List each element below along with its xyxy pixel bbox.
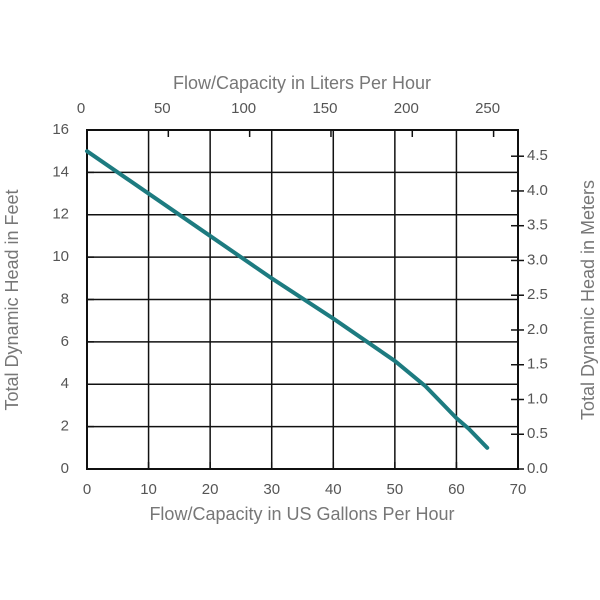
y-tick-label: 4 [61,375,69,392]
data-line [85,149,490,450]
y2-tick-label: 3.0 [527,251,548,268]
y-tick-label: 12 [52,206,69,223]
y-tick-label: 2 [61,418,69,435]
x-tick-label: 10 [140,481,157,498]
y2-tick-label: 0.0 [527,460,548,477]
y-tick-label: 6 [61,333,69,350]
left-axis-title: Total Dynamic Head in Feet [2,189,22,410]
bottom-axis-title: Flow/Capacity in US Gallons Per Hour [149,504,454,524]
x-tick-label: 50 [387,481,404,498]
right-axis-title: Total Dynamic Head in Meters [578,180,598,420]
x-tick-label: 30 [263,481,280,498]
y2-tick-label: 1.5 [527,356,548,373]
x2-tick-label: 200 [394,100,419,117]
y2-tick-label: 4.5 [527,147,548,164]
y2-tick-label: 1.0 [527,390,548,407]
x-tick-label: 60 [448,481,465,498]
y2-tick-label: 2.0 [527,321,548,338]
y-tick-label: 8 [61,290,69,307]
x2-tick-label: 0 [77,100,85,117]
y2-tick-label: 0.5 [527,425,548,442]
x2-tick-label: 100 [231,100,256,117]
y-tick-label: 14 [52,163,69,180]
y-tick-label: 16 [52,121,69,138]
x2-tick-label: 250 [475,100,500,117]
y2-tick-label: 4.0 [527,182,548,199]
y-tick-label: 10 [52,248,69,265]
x2-tick-label: 50 [154,100,171,117]
x-tick-label: 70 [510,481,527,498]
x-tick-label: 20 [202,481,219,498]
y2-tick-label: 3.5 [527,217,548,234]
top-axis-title: Flow/Capacity in Liters Per Hour [173,73,431,93]
x-tick-label: 0 [83,481,91,498]
x2-tick-label: 150 [312,100,337,117]
x-tick-label: 40 [325,481,342,498]
y-tick-label: 0 [61,460,69,477]
y2-tick-label: 2.5 [527,286,548,303]
